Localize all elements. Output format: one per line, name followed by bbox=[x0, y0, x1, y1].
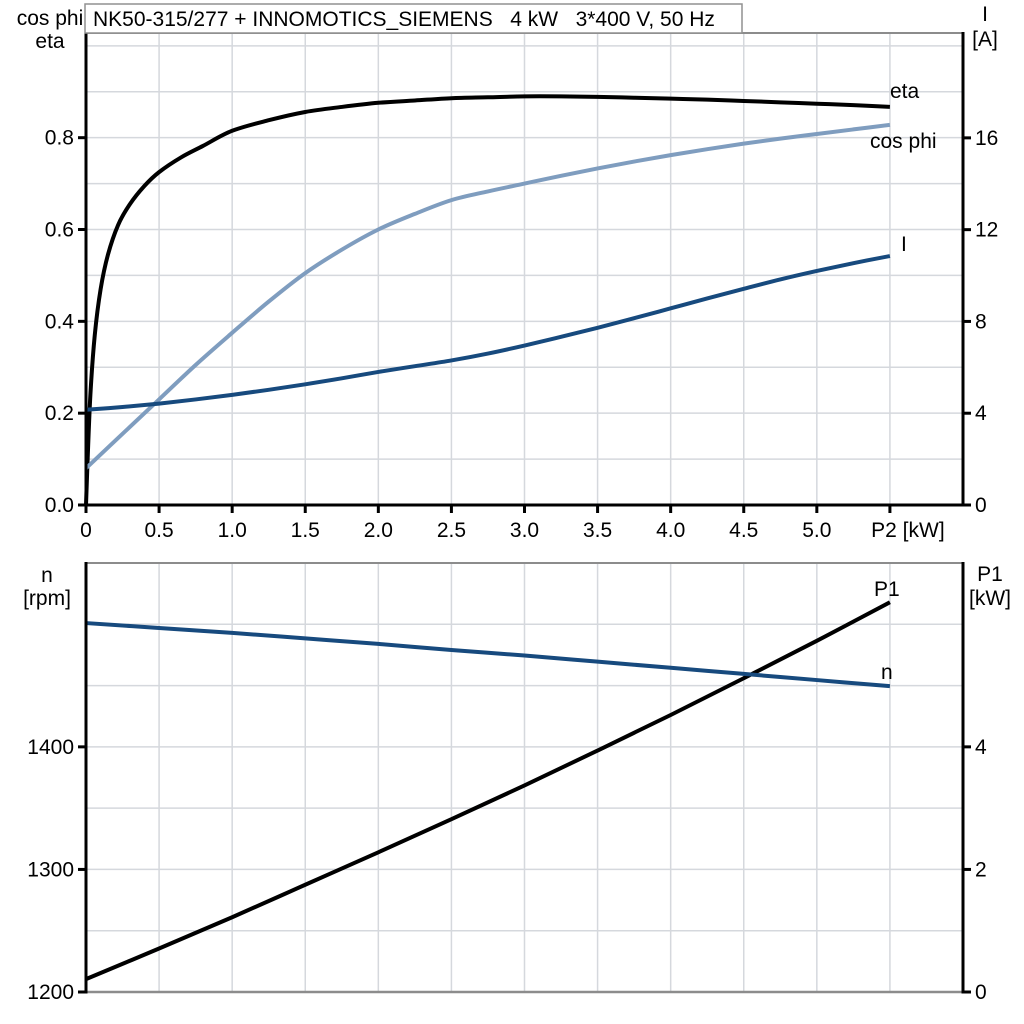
tick-label-right: 2 bbox=[975, 858, 987, 881]
series-curves bbox=[84, 94, 891, 506]
axis-label-current-unit: [A] bbox=[972, 28, 998, 51]
tick-label-right: 0 bbox=[975, 494, 987, 517]
series-path-P1 bbox=[85, 600, 891, 981]
tick-label-x: 4.0 bbox=[656, 519, 685, 542]
bottom-chart: 1200 1300 1400 0 2 4 bbox=[27, 562, 987, 1004]
tick-label-right: 8 bbox=[975, 310, 987, 333]
series-path-eta bbox=[84, 94, 891, 506]
tick-label-left: 1400 bbox=[27, 736, 74, 759]
tick-label-x: P2 [kW] bbox=[871, 519, 945, 542]
curve-label-cos-phi: cos phi bbox=[870, 130, 937, 153]
tick-label-right: 4 bbox=[975, 736, 987, 759]
tick-label-left: 0.0 bbox=[45, 494, 74, 517]
tick-label-right: 16 bbox=[975, 127, 998, 150]
tick-label-right: 4 bbox=[975, 402, 987, 425]
axis-label-p1-unit: [kW] bbox=[969, 587, 1011, 610]
series-curves bbox=[85, 600, 891, 981]
axis-label-speed-unit: [rpm] bbox=[23, 587, 71, 610]
tick-label-x: 0 bbox=[80, 519, 92, 542]
tick-label-right: 0 bbox=[975, 981, 987, 1004]
tick-label-left: 0.6 bbox=[45, 219, 74, 242]
tick-label-x: 5.0 bbox=[802, 519, 831, 542]
series-path-cos-phi bbox=[84, 122, 891, 470]
curve-label-eta: eta bbox=[890, 80, 920, 103]
title-box bbox=[84, 3, 743, 34]
series-path-n bbox=[85, 621, 891, 689]
tick-label-x: 3.5 bbox=[583, 519, 612, 542]
curve-label-current: I bbox=[901, 233, 907, 256]
tick-label-x: 0.5 bbox=[144, 519, 173, 542]
tick-label-left: 0.2 bbox=[45, 402, 74, 425]
axis-label-speed: n bbox=[41, 564, 53, 587]
axis-label-p1: P1 bbox=[977, 563, 1003, 586]
tick-label-x: 2.5 bbox=[437, 519, 466, 542]
tick-label-right: 12 bbox=[975, 219, 998, 242]
tick-label-x: 1.5 bbox=[291, 519, 320, 542]
tick-label-left: 0.8 bbox=[45, 127, 74, 150]
ticks: 0.0 0.2 0.4 0.6 0.8 0 4 8 12 16 0 0.5 1.0 1.5 2.0 2.5 3.… bbox=[45, 127, 999, 542]
chart-title: NK50-315/277 + INNOMOTICS_SIEMENS 4 kW 3… bbox=[93, 8, 715, 31]
tick-label-x: 4.5 bbox=[729, 519, 758, 542]
axis-label-eta: eta bbox=[35, 30, 65, 53]
tick-label-x: 1.0 bbox=[218, 519, 247, 542]
axis-label-cos-phi: cos phi bbox=[17, 7, 84, 30]
tick-label-x: 3.0 bbox=[510, 519, 539, 542]
tick-label-left: 1200 bbox=[27, 981, 74, 1004]
curve-label-speed: n bbox=[881, 661, 893, 684]
tick-label-left: 1300 bbox=[27, 858, 74, 881]
series-path-I bbox=[85, 254, 891, 412]
axis-label-current: I bbox=[982, 3, 988, 26]
ticks: 1200 1300 1400 0 2 4 bbox=[27, 736, 987, 1004]
curve-label-p1: P1 bbox=[874, 578, 900, 601]
tick-label-left: 0.4 bbox=[45, 310, 75, 333]
top-chart: 0.0 0.2 0.4 0.6 0.8 0 4 8 12 16 0 0.5 1.0 1.5 2.0 2.5 3.… bbox=[45, 32, 999, 542]
grid bbox=[86, 563, 963, 992]
tick-label-x: 2.0 bbox=[364, 519, 393, 542]
